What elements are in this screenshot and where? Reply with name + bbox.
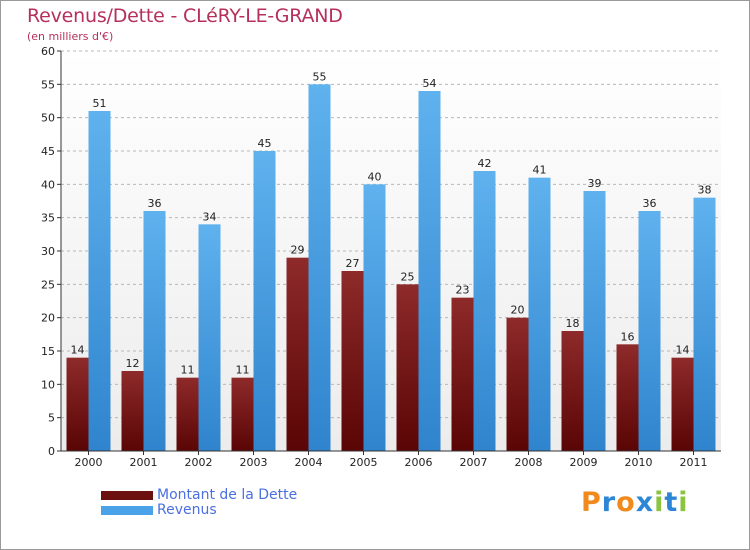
x-tick-label: 2004 — [295, 456, 323, 469]
logo-letter: P — [581, 487, 602, 518]
bar-value-label: 36 — [148, 197, 162, 210]
bar-debt — [121, 371, 144, 451]
bar-value-label: 40 — [368, 170, 382, 183]
bar-debt — [396, 284, 419, 451]
bar-debt — [286, 257, 309, 451]
x-tick-label: 2001 — [130, 456, 158, 469]
legend-label-debt: Montant de la Dette — [157, 487, 298, 503]
x-tick-label: 2006 — [405, 456, 433, 469]
x-tick-label: 2003 — [240, 456, 268, 469]
bar-value-label: 39 — [588, 177, 602, 190]
bar-revenus — [528, 177, 551, 451]
bar-value-label: 42 — [478, 157, 492, 170]
y-tick-label: 15 — [41, 345, 55, 358]
logo-letter: x — [635, 487, 655, 518]
bar-value-label: 14 — [676, 344, 690, 357]
bar-debt — [341, 271, 364, 451]
bar-revenus — [363, 184, 386, 452]
bar-value-label: 36 — [643, 197, 657, 210]
x-tick-label: 2008 — [515, 456, 543, 469]
bar-value-label: 55 — [313, 70, 327, 83]
y-tick-label: 20 — [41, 312, 55, 325]
bar-value-label: 45 — [258, 137, 272, 150]
bar-value-label: 25 — [401, 270, 415, 283]
bar-value-label: 38 — [698, 184, 712, 197]
logo-letter: i — [654, 487, 665, 518]
y-tick-label: 5 — [48, 412, 55, 425]
y-tick-label: 0 — [48, 445, 55, 458]
bar-revenus — [198, 224, 221, 451]
legend-label-revenus: Revenus — [157, 502, 217, 518]
bar-revenus — [638, 211, 661, 451]
bar-value-label: 11 — [236, 364, 250, 377]
bar-debt — [616, 344, 639, 451]
bar-debt — [506, 317, 529, 451]
y-tick-label: 50 — [41, 112, 55, 125]
x-tick-label: 2005 — [350, 456, 378, 469]
bar-value-label: 23 — [456, 284, 470, 297]
logo-letter: r — [601, 487, 617, 518]
bar-debt — [231, 377, 254, 451]
x-tick-label: 2011 — [680, 456, 708, 469]
bar-value-label: 34 — [203, 210, 217, 223]
bar-value-label: 27 — [346, 257, 360, 270]
bar-value-label: 16 — [621, 330, 635, 343]
bar-value-label: 18 — [566, 317, 580, 330]
y-tick-label: 40 — [41, 178, 55, 191]
bar-debt — [451, 297, 474, 451]
x-axis: 2000 2001 2002 2003 2004 2005 2006 2007 2008 2009… — [61, 450, 721, 469]
bar-revenus — [418, 91, 441, 451]
bar-revenus — [308, 84, 331, 451]
bar-value-label: 51 — [93, 97, 107, 110]
chart-title: Revenus/Dette - CLéRY-LE-GRAND — [27, 5, 343, 27]
bar-value-label: 41 — [533, 164, 547, 177]
x-tick-label: 2010 — [625, 456, 653, 469]
bar-revenus — [88, 111, 111, 451]
y-tick-label: 35 — [41, 212, 55, 225]
x-tick-label: 2007 — [460, 456, 488, 469]
bar-value-label: 29 — [291, 244, 305, 257]
bar-value-label: 20 — [511, 304, 525, 317]
bar-revenus — [583, 191, 606, 451]
x-tick-label: 2009 — [570, 456, 598, 469]
logo-letter: t — [664, 487, 679, 518]
y-tick-label: 45 — [41, 145, 55, 158]
bar-debt — [561, 331, 584, 451]
bars: 14 51 12 36 11 34 11 45 29 55 27 40 25 54 23 42 20 41 18 39… — [66, 70, 716, 452]
y-tick-label: 60 — [41, 45, 55, 58]
bar-debt — [671, 357, 694, 451]
bar-revenus — [143, 211, 166, 451]
bar-debt — [66, 357, 89, 451]
y-axis: 0 5 10 15 20 25 30 35 40 45 50 55 60 — [41, 45, 62, 458]
bar-value-label: 14 — [71, 344, 85, 357]
x-tick-label: 2000 — [75, 456, 103, 469]
bar-value-label: 12 — [126, 357, 140, 370]
bar-revenus — [473, 171, 496, 451]
bar-value-label: 11 — [181, 364, 195, 377]
y-tick-label: 30 — [41, 245, 55, 258]
y-tick-label: 55 — [41, 78, 55, 91]
y-tick-label: 25 — [41, 278, 55, 291]
legend-swatch-debt — [101, 491, 153, 500]
bar-debt — [176, 377, 199, 451]
logo-letter: o — [616, 487, 636, 518]
bar-revenus — [693, 197, 716, 451]
gridlines — [61, 50, 721, 419]
logo-letter: i — [678, 487, 689, 518]
bar-value-label: 54 — [423, 77, 437, 90]
proxiti-logo: Proxiti — [581, 487, 689, 518]
y-tick-label: 10 — [41, 378, 55, 391]
x-tick-label: 2002 — [185, 456, 213, 469]
bar-revenus — [253, 151, 276, 451]
chart-subtitle: (en milliers d'€) — [27, 30, 114, 43]
legend-swatch-revenus — [101, 506, 153, 515]
